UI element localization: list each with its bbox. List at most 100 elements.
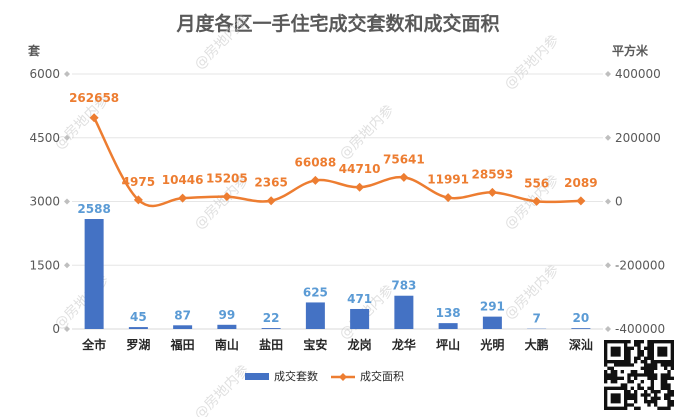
line-data-label: 2365	[254, 176, 287, 190]
legend-label-bars: 成交套数	[274, 369, 318, 383]
right-tick-mark	[605, 198, 611, 205]
left-tick-label: 3000	[29, 195, 60, 209]
bar-data-label: 471	[347, 292, 372, 306]
watermarks: @房地内参@房地内参@房地内参@房地内参@房地内参@房地内参@房地内参@房地内参…	[51, 11, 563, 417]
line-point-光明	[487, 187, 497, 197]
right-tick-label: 200000	[615, 131, 661, 145]
bar-data-label: 87	[174, 308, 191, 322]
line-data-label: 10446	[162, 173, 204, 187]
line-data-label: 556	[524, 176, 549, 190]
legend-marker-line	[339, 373, 347, 381]
bar-全市	[84, 219, 104, 329]
qr-modules	[604, 340, 674, 410]
line-series: 262658 4975 10446 15205 2365 66088 44710756411…	[69, 91, 598, 208]
bar-data-label: 45	[130, 310, 147, 324]
bar-盐田	[261, 328, 281, 329]
category-label: 南山	[215, 337, 239, 352]
line-data-label: 11991	[427, 173, 469, 187]
line-data-label: 262658	[69, 91, 119, 105]
line-point-福田	[178, 193, 188, 203]
bar-data-label: 20	[573, 311, 590, 325]
left-tick-mark	[64, 262, 70, 269]
bar-深汕	[571, 328, 591, 329]
bar-data-label: 291	[480, 300, 505, 314]
bar-data-label: 2588	[77, 202, 110, 216]
line-point-罗湖	[133, 195, 143, 205]
left-tick-label: 0	[52, 322, 60, 336]
left-tick-mark	[64, 326, 70, 332]
legend-label-line: 成交面积	[360, 369, 404, 383]
left-tick-mark	[64, 134, 70, 141]
left-tick-mark	[64, 198, 70, 205]
left-tick-label: 1500	[29, 258, 60, 272]
left-axis-ticks: 0 1500 3000 4500 6000	[29, 67, 60, 336]
category-label: 宝安	[303, 337, 327, 352]
line-data-label: 44710	[339, 162, 381, 176]
bar-龙华	[394, 295, 414, 329]
bar-罗湖	[128, 327, 148, 329]
category-label: 福田	[170, 337, 195, 352]
right-tick-label: -400000	[615, 322, 665, 336]
right-tick-label: -200000	[615, 258, 665, 272]
category-label: 深汕	[569, 337, 593, 352]
left-tick-mark	[64, 71, 70, 77]
left-tick-label: 6000	[29, 67, 60, 81]
right-tick-label: 400000	[615, 67, 661, 81]
category-labels: 全市 罗湖 福田 南山 盐田 宝安 龙岗 龙华 坪山 光明 大鹏 深汕	[81, 337, 593, 352]
right-tick-mark	[605, 326, 611, 332]
watermark-text: @房地内参	[501, 31, 563, 93]
category-label: 光明	[479, 337, 504, 352]
bar-龙岗	[350, 308, 370, 329]
line-point-全市	[89, 113, 99, 123]
bar-data-label: 783	[391, 279, 416, 293]
qr-code-image	[604, 340, 674, 410]
bar-data-label: 138	[436, 306, 461, 320]
bar-南山	[217, 324, 237, 329]
line-data-label: 28593	[472, 167, 514, 181]
line-path	[93, 117, 581, 208]
category-label: 龙华	[392, 337, 416, 352]
line-data-label: 2089	[564, 176, 597, 190]
category-label: 大鹏	[525, 337, 549, 352]
legend: 成交套数 成交面积	[245, 369, 404, 383]
bar-series: 2588 45 87 99 22 625 471 783 138 291 7 20	[77, 202, 591, 329]
category-label: 盐田	[259, 337, 283, 352]
line-point-龙华	[399, 172, 409, 182]
bar-福田	[173, 325, 193, 329]
line-point-坪山	[443, 193, 453, 203]
bar-data-label: 7	[532, 312, 540, 326]
bar-data-label: 625	[303, 285, 328, 299]
left-tick-label: 4500	[29, 131, 60, 145]
line-point-盐田	[266, 196, 276, 206]
category-label: 龙岗	[348, 337, 372, 352]
right-tick-label: 0	[615, 195, 623, 209]
category-label: 坪山	[436, 337, 460, 352]
bar-data-label: 22	[263, 311, 280, 325]
line-point-大鹏	[532, 196, 542, 206]
right-tick-mark	[605, 71, 611, 77]
category-label: 罗湖	[126, 337, 150, 352]
right-axis-label: 平方米	[612, 43, 649, 58]
grid-lines	[64, 71, 611, 332]
line-point-南山	[222, 192, 232, 202]
line-point-龙岗	[355, 182, 365, 192]
line-data-label: 4975	[122, 175, 155, 189]
line-data-label: 15205	[206, 172, 248, 186]
line-point-宝安	[310, 175, 320, 185]
watermark-text: @房地内参	[191, 361, 253, 417]
right-tick-mark	[605, 134, 611, 141]
right-tick-mark	[605, 262, 611, 269]
bar-data-label: 99	[219, 308, 236, 322]
line-data-label: 66088	[295, 155, 337, 169]
line-data-label: 75641	[383, 152, 425, 166]
line-point-深汕	[576, 196, 586, 206]
chart-title: 月度各区一手住宅成交套数和成交面积	[175, 12, 499, 35]
bar-宝安	[305, 302, 325, 329]
legend-swatch-bars	[245, 373, 269, 380]
bar-坪山	[438, 323, 458, 329]
right-axis-ticks: -400000 -200000 0 200000 400000	[615, 67, 665, 336]
bar-光明	[482, 316, 502, 329]
category-label: 全市	[81, 337, 106, 352]
